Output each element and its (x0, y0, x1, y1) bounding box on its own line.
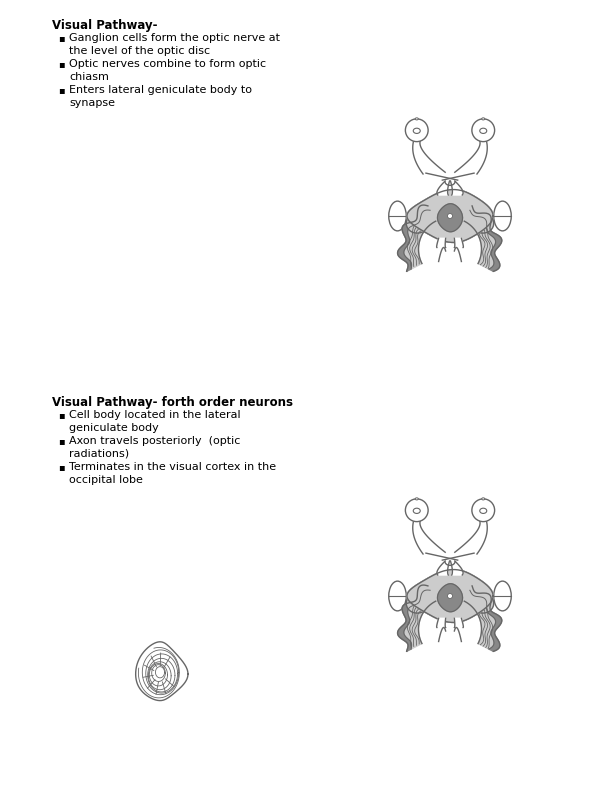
Ellipse shape (482, 498, 485, 500)
Text: ▪: ▪ (58, 33, 65, 43)
Polygon shape (407, 189, 493, 242)
Polygon shape (398, 585, 430, 651)
Polygon shape (412, 522, 445, 554)
Polygon shape (455, 142, 487, 174)
Polygon shape (445, 181, 455, 185)
Ellipse shape (480, 508, 487, 513)
Text: ▪: ▪ (58, 436, 65, 446)
Polygon shape (454, 238, 463, 247)
Polygon shape (454, 619, 463, 627)
Polygon shape (407, 569, 493, 623)
Ellipse shape (471, 593, 494, 613)
Text: Enters lateral geniculate body to
synapse: Enters lateral geniculate body to synaps… (69, 85, 252, 108)
Text: Ganglion cells form the optic nerve at
the level of the optic disc: Ganglion cells form the optic nerve at t… (69, 33, 280, 55)
Ellipse shape (480, 128, 487, 133)
Polygon shape (438, 584, 463, 611)
Text: ▪: ▪ (58, 410, 65, 420)
Polygon shape (450, 181, 463, 195)
Ellipse shape (494, 201, 511, 231)
Text: Terminates in the visual cortex in the
occipital lobe: Terminates in the visual cortex in the o… (69, 462, 276, 485)
Text: ▪: ▪ (58, 59, 65, 69)
Ellipse shape (482, 118, 485, 120)
Polygon shape (407, 569, 493, 623)
Text: Visual Pathway-: Visual Pathway- (52, 19, 157, 32)
Ellipse shape (447, 214, 452, 219)
Polygon shape (404, 590, 436, 649)
Polygon shape (436, 238, 446, 247)
Polygon shape (398, 205, 430, 272)
Polygon shape (470, 586, 502, 651)
Polygon shape (438, 204, 463, 232)
Text: Optic nerves combine to form optic
chiasm: Optic nerves combine to form optic chias… (69, 59, 266, 82)
Ellipse shape (413, 128, 420, 133)
Circle shape (405, 499, 428, 522)
Circle shape (405, 119, 428, 142)
Ellipse shape (447, 593, 452, 599)
Polygon shape (404, 210, 436, 269)
Ellipse shape (471, 213, 494, 233)
Text: Visual Pathway- forth order neurons: Visual Pathway- forth order neurons (52, 396, 293, 409)
Circle shape (472, 119, 494, 142)
Ellipse shape (389, 201, 406, 231)
Ellipse shape (413, 508, 420, 513)
Polygon shape (437, 561, 450, 575)
Polygon shape (412, 142, 445, 174)
Polygon shape (450, 561, 463, 575)
Polygon shape (436, 619, 446, 627)
Ellipse shape (389, 581, 406, 611)
Circle shape (472, 499, 494, 522)
Text: ▪: ▪ (58, 85, 65, 95)
Polygon shape (136, 642, 188, 701)
Text: Axon travels posteriorly  (optic
radiations): Axon travels posteriorly (optic radiatio… (69, 436, 241, 459)
Ellipse shape (415, 498, 419, 500)
Polygon shape (445, 561, 455, 565)
Text: Cell body located in the lateral
geniculate body: Cell body located in the lateral genicul… (69, 410, 241, 432)
Polygon shape (465, 210, 496, 269)
Ellipse shape (415, 118, 419, 120)
Ellipse shape (406, 213, 429, 233)
Text: ▪: ▪ (58, 462, 65, 472)
Polygon shape (437, 181, 450, 195)
Polygon shape (465, 590, 496, 649)
Ellipse shape (406, 593, 429, 613)
Polygon shape (455, 522, 487, 554)
Polygon shape (470, 206, 502, 272)
Polygon shape (407, 189, 493, 242)
Ellipse shape (494, 581, 511, 611)
